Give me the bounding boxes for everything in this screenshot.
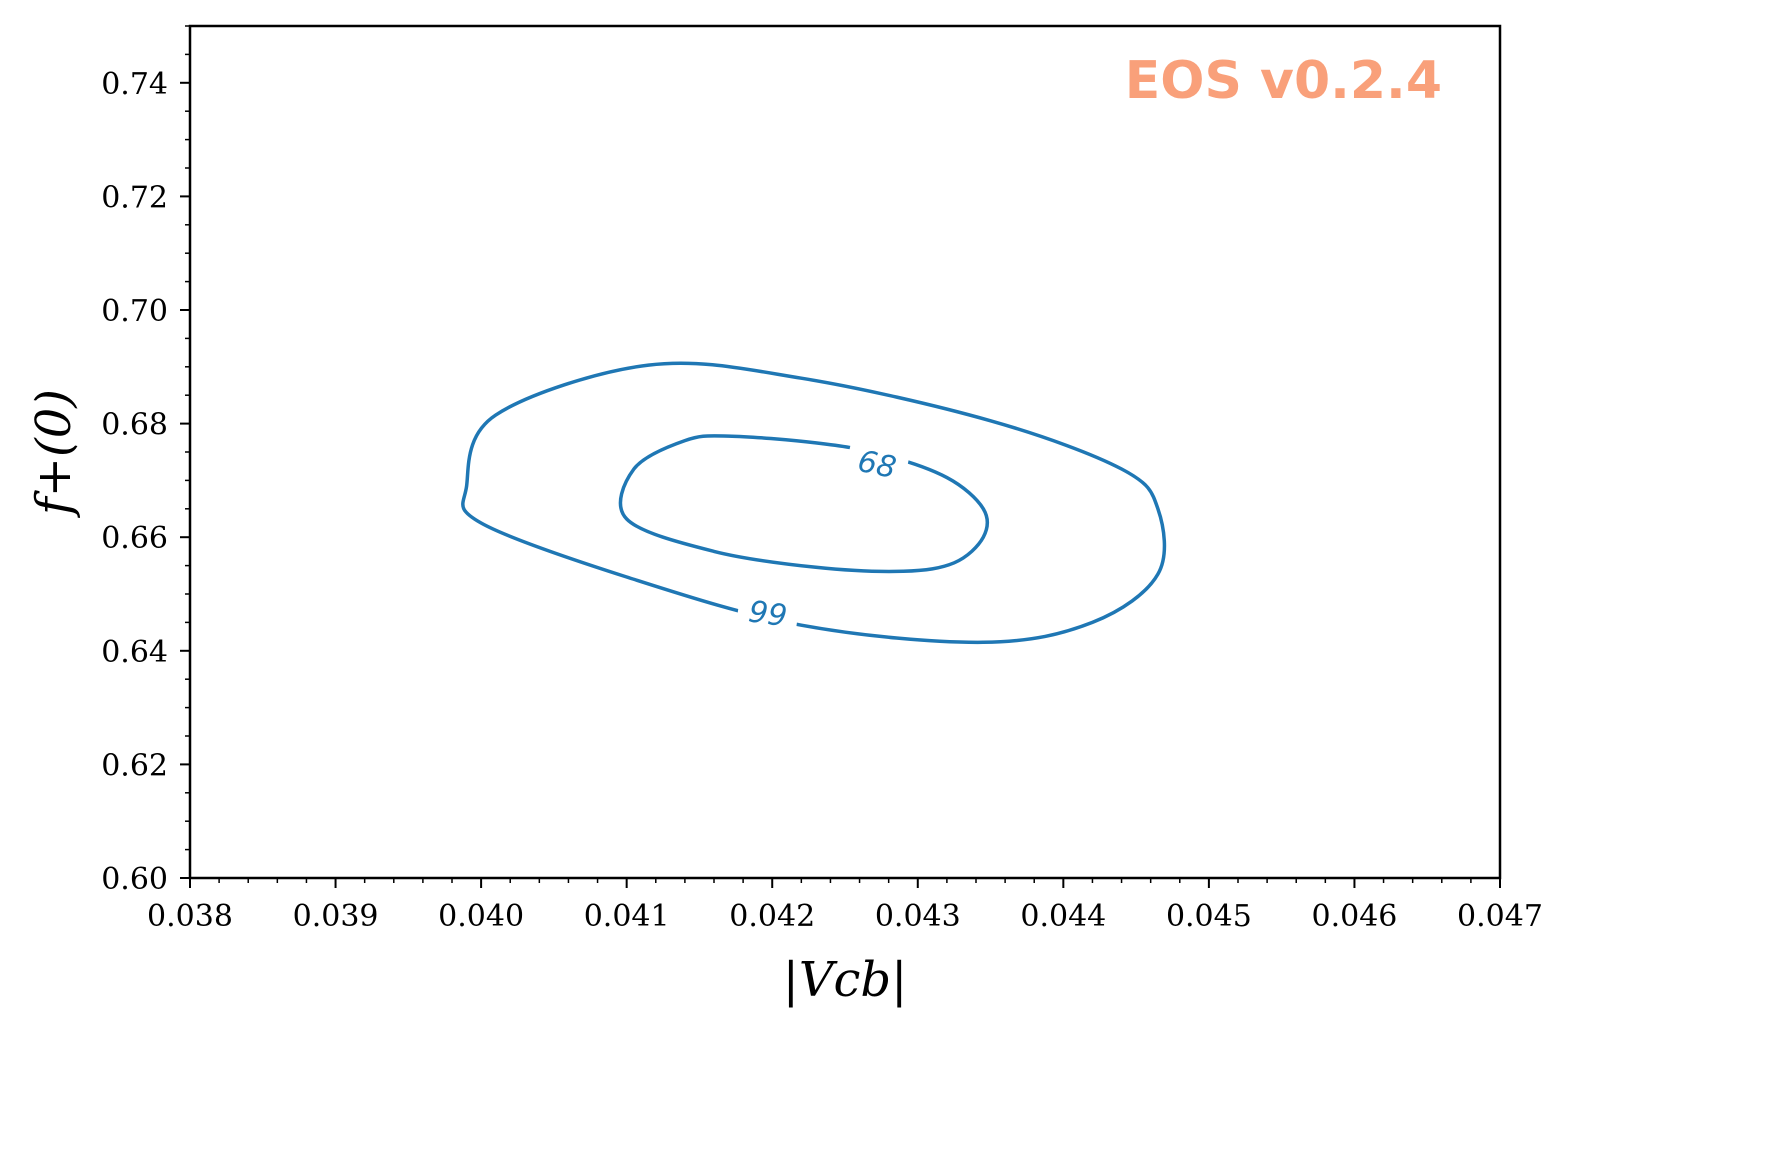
y-tick-label: 0.60 (101, 862, 168, 897)
contour-label-gap (843, 438, 911, 491)
y-tick-label: 0.64 (101, 635, 168, 670)
x-tick-label: 0.039 (293, 899, 379, 934)
y-tick-label: 0.66 (101, 521, 168, 556)
x-axis-label-text: |Vcb| (783, 952, 908, 1008)
svg-text:|Vcb|: |Vcb| (783, 952, 908, 1008)
y-axis-label-text: f+(0) (26, 389, 82, 518)
plot-background (190, 26, 1500, 878)
contour-label-68: 68 (855, 444, 900, 486)
y-tick-label: 0.70 (101, 294, 168, 329)
x-tick-label: 0.042 (729, 899, 815, 934)
y-tick-label: 0.62 (101, 748, 168, 783)
x-axis-label: |Vcb| (783, 952, 908, 1008)
x-tick-label: 0.038 (147, 899, 233, 934)
contour-label-gap (735, 589, 801, 638)
watermark-text: EOS v0.2.4 (1125, 51, 1442, 111)
x-tick-label: 0.043 (875, 899, 961, 934)
y-axis-label: f+(0) (26, 389, 82, 518)
plot-frame (188, 24, 1502, 880)
x-tick-label: 0.044 (1020, 899, 1106, 934)
y-tick-label: 0.72 (101, 180, 168, 215)
x-tick-label: 0.041 (584, 899, 670, 934)
y-tick-label: 0.68 (101, 408, 168, 443)
y-tick-label: 0.74 (101, 67, 168, 102)
svg-text:f+(0): f+(0) (26, 389, 82, 518)
major-ticks: 0.038 0.039 0.040 0.041 0.042 0.043 0.044 0.045… (101, 67, 1543, 934)
x-tick-label: 0.045 (1166, 899, 1252, 934)
contour-label-99: 99 (746, 594, 789, 634)
contour-line-99 (461, 361, 1167, 645)
x-tick-label: 0.040 (438, 899, 524, 934)
x-tick-label: 0.047 (1457, 899, 1543, 934)
x-tick-label: 0.046 (1311, 899, 1397, 934)
contour-lines: 68 99 (461, 361, 1167, 645)
